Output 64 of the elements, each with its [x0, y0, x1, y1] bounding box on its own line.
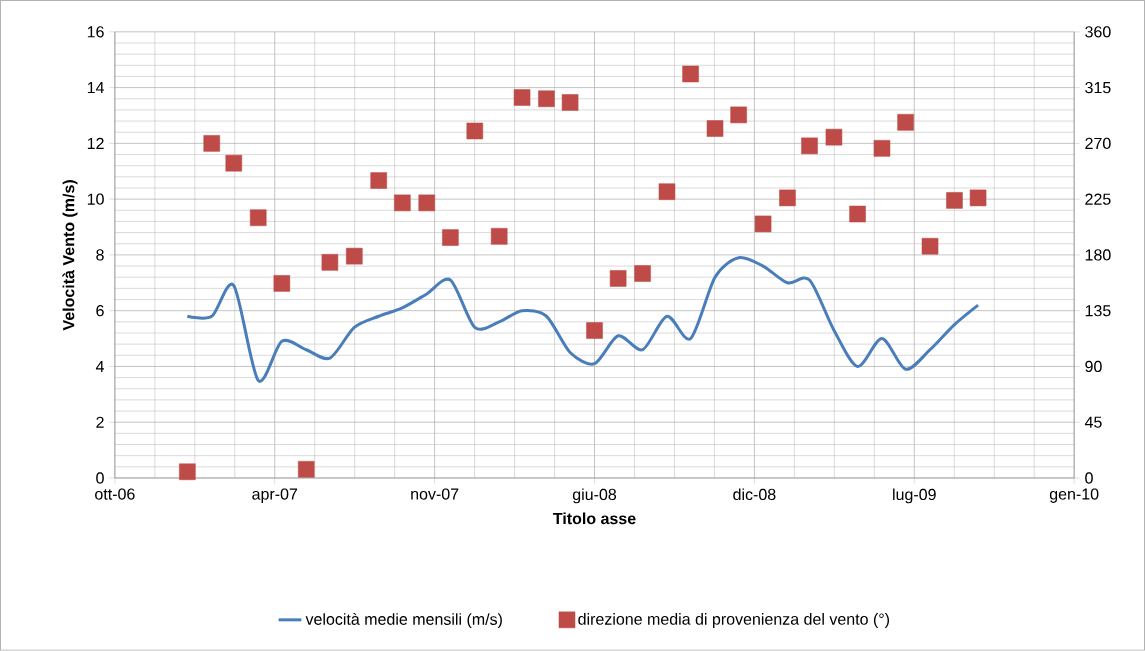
- y2-tick-label: 135: [1085, 305, 1111, 317]
- y2-tick-label: 90: [1085, 360, 1102, 373]
- point: [586, 322, 603, 339]
- point: [179, 463, 196, 481]
- x-tick-label: ott-06: [95, 488, 135, 500]
- point: [273, 275, 291, 292]
- x-tick-label: giu-08: [572, 488, 617, 504]
- y2-tick-label: 180: [1085, 249, 1111, 261]
- point: [466, 122, 484, 140]
- point: [561, 94, 579, 111]
- point: [946, 192, 963, 209]
- point: [346, 247, 363, 265]
- line-series: [185, 256, 980, 383]
- point: [297, 461, 315, 478]
- y-tick-label: 8: [96, 249, 104, 261]
- point: [825, 128, 843, 146]
- point: [634, 265, 651, 282]
- y2-tick-label: 225: [1085, 193, 1111, 205]
- y2-tick-label: 315: [1085, 82, 1111, 94]
- point: [442, 229, 459, 246]
- point: [490, 228, 508, 245]
- point: [609, 270, 627, 287]
- point: [538, 90, 555, 108]
- y-axis-title: Velocità Vento (m/s): [62, 180, 78, 331]
- point: [754, 215, 772, 233]
- point: [921, 238, 939, 255]
- legend-label: direzione media di provenienza del vento (°): [578, 613, 890, 629]
- y-tick-label: 2: [96, 416, 104, 428]
- point: [801, 137, 818, 155]
- point: [969, 189, 987, 207]
- point: [897, 114, 914, 131]
- y-tick-label: 0: [96, 472, 104, 484]
- x-tick-label: lug-09: [893, 488, 936, 504]
- point: [849, 205, 866, 223]
- y-tick-label: 4: [95, 361, 104, 373]
- point: [249, 209, 267, 227]
- point: [706, 120, 724, 137]
- y-tick-label: 10: [87, 193, 104, 205]
- y2-tick-label: 360: [1085, 26, 1111, 38]
- point: [682, 65, 699, 83]
- point: [418, 194, 436, 212]
- point: [779, 189, 796, 207]
- y-tick-label: 16: [87, 26, 104, 38]
- x-tick-label: nov-07: [411, 488, 459, 500]
- y2-tick-label: 270: [1085, 137, 1111, 150]
- point: [394, 194, 411, 212]
- point: [730, 106, 747, 124]
- point: [203, 135, 221, 152]
- y-tick-label: 6: [96, 305, 104, 317]
- y-tick-label: 14: [87, 82, 104, 94]
- point: [225, 155, 243, 172]
- y-tick-label: 12: [87, 137, 104, 150]
- y2-tick-label: 45: [1084, 416, 1102, 428]
- x-axis-title: Titolo asse: [553, 512, 636, 525]
- point: [370, 172, 387, 189]
- x-tick-label: apr-07: [252, 488, 298, 503]
- legend-label: velocità medie mensili (m/s): [305, 613, 502, 629]
- point: [658, 183, 676, 201]
- y2-tick-label: 0: [1085, 472, 1093, 484]
- x-tick-label: gen-10: [1049, 488, 1099, 503]
- point: [513, 89, 531, 106]
- x-tick-label: dic-08: [733, 488, 776, 501]
- point: [321, 254, 339, 271]
- point: [873, 140, 891, 157]
